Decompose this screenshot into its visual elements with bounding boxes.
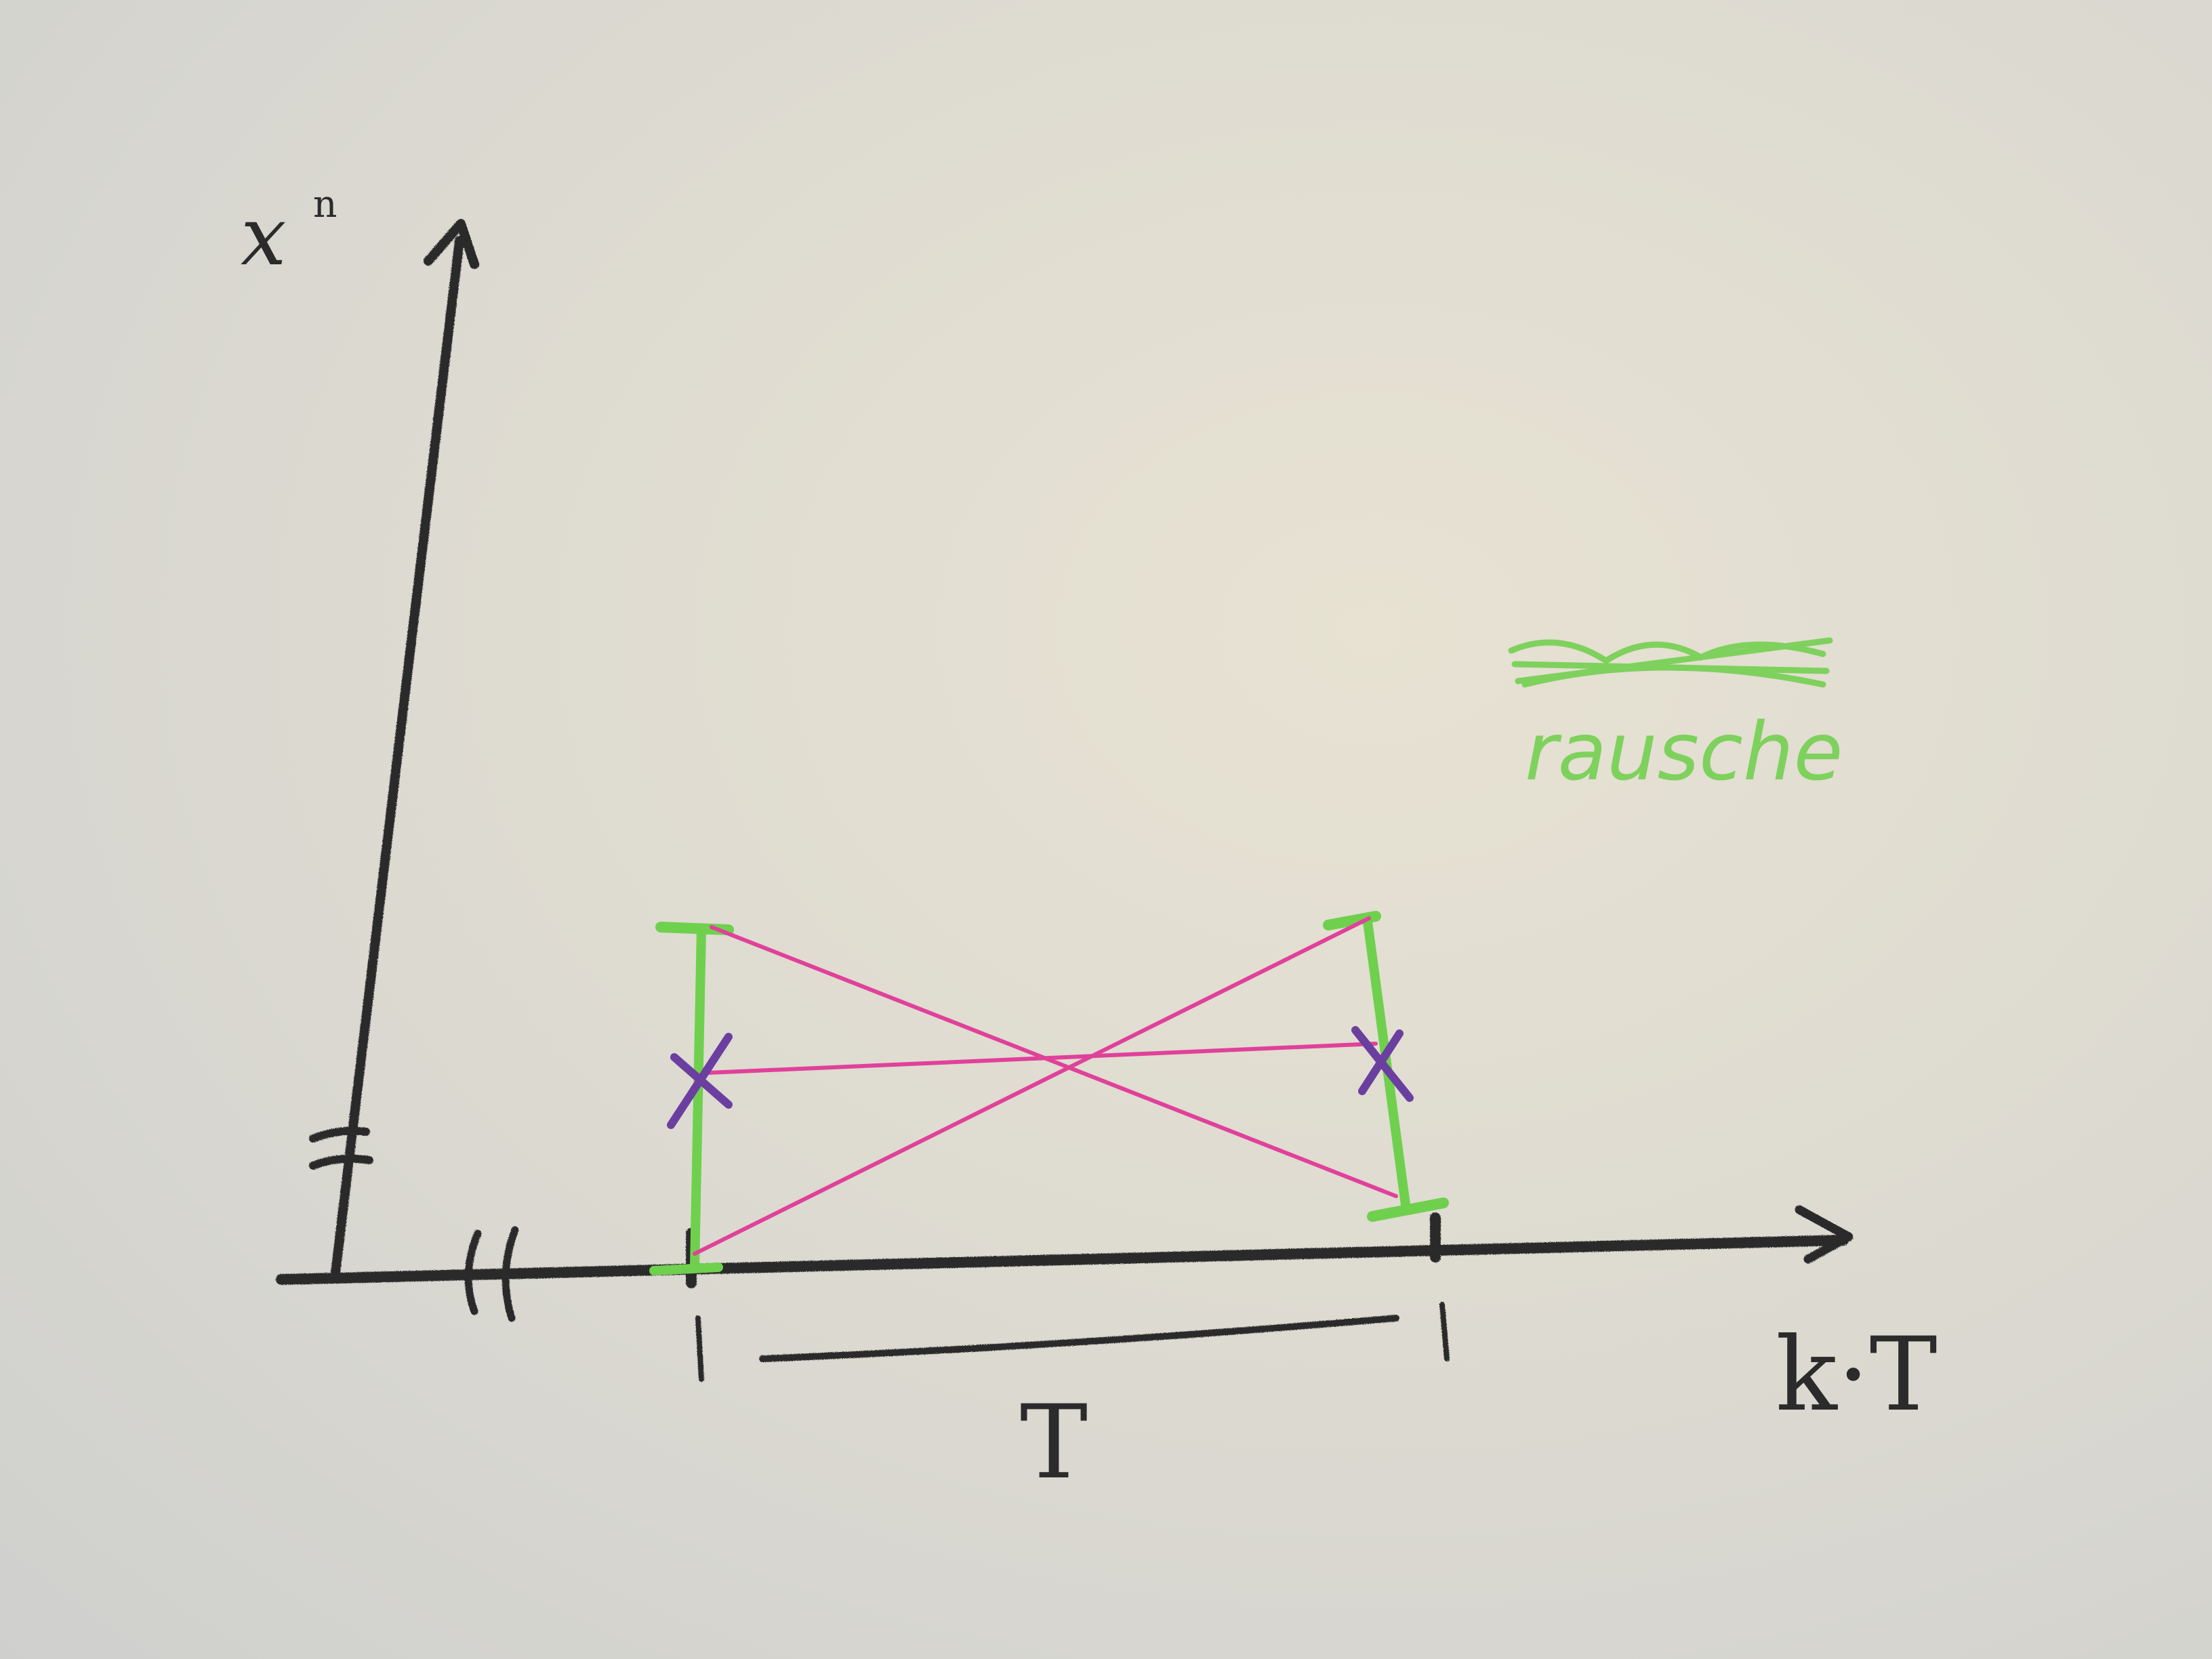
x-axis-label: k·T: [1776, 1316, 1938, 1434]
period-label: T: [1020, 1384, 1088, 1502]
note-text: rausche: [1525, 705, 1843, 798]
purple-markers: [667, 1026, 1414, 1129]
y-axis-label: x: [241, 190, 287, 284]
y-axis-line: [331, 236, 464, 1277]
green-bar-right-bottom-cap: [1367, 1197, 1449, 1222]
green-bar-left-bottom-cap: [649, 1263, 723, 1275]
x-axis: [276, 1205, 1853, 1382]
x-axis-line: [276, 1235, 1849, 1285]
y-axis-label-group: x n: [241, 182, 337, 284]
magenta-line-mid-left-to-mid-right: [706, 1042, 1378, 1075]
magenta-line-top-left-to-bottom-right: [710, 925, 1398, 1198]
y-axis-arrow-head: [424, 219, 479, 269]
period-span-line: [759, 1315, 1399, 1362]
y-axis: [309, 219, 479, 1277]
x-axis-break-mark: [464, 1226, 519, 1322]
x-axis-arrow-head: [1795, 1205, 1853, 1264]
x-cross-mark-icon: [667, 1033, 733, 1129]
sub-tick-left: [695, 1315, 704, 1382]
y-axis-label-superscript: n: [313, 182, 337, 226]
green-note: rausche: [1508, 637, 1843, 798]
magenta-lines: [693, 916, 1398, 1256]
green-bar-left: [690, 924, 706, 1272]
magenta-line-bottom-left-to-top-right: [693, 916, 1371, 1256]
green-range-bars: [649, 911, 1449, 1275]
crossed-out-word: [1508, 637, 1833, 688]
y-axis-break-mark: [309, 1126, 373, 1170]
sub-tick-right: [1439, 1302, 1450, 1361]
x-cross-mark-icon: [1351, 1026, 1414, 1102]
